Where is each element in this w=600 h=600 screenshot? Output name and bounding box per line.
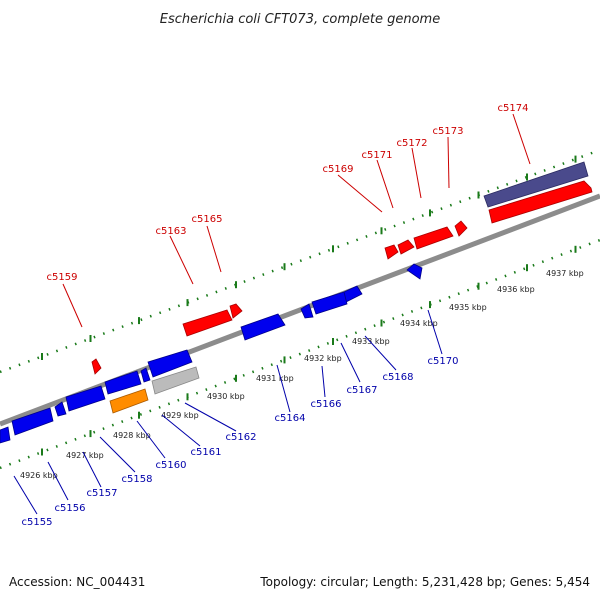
gene-c5166[interactable]	[300, 303, 314, 319]
leader-c5158	[99, 436, 136, 473]
topology-text: Topology: circular; Length: 5,231,428 bp…	[259, 575, 590, 589]
reverse-tick-track	[0, 238, 600, 470]
gene-c5173[interactable]	[454, 220, 468, 237]
label-c5162: c5162	[226, 432, 257, 443]
leader-c5156	[47, 461, 69, 501]
leader-c5165	[206, 225, 222, 273]
feature-c5174-region[interactable]	[483, 161, 589, 208]
gene-c5164[interactable]	[240, 313, 286, 341]
label-c5155: c5155	[22, 517, 53, 528]
label-c5157: c5157	[87, 488, 118, 499]
gene-c5161[interactable]	[151, 366, 200, 395]
scale-label: 4932 kbp	[304, 354, 342, 363]
gene-c5167[interactable]	[311, 291, 348, 315]
label-c5168: c5168	[383, 372, 414, 383]
scale-label: 4930 kbp	[207, 392, 245, 401]
label-c5156: c5156	[55, 503, 86, 514]
scale-labels: 4926 kbp 4927 kbp 4928 kbp 4929 kbp 4930…	[20, 269, 584, 480]
leader-c5157	[82, 451, 102, 488]
label-c5165: c5165	[192, 214, 223, 225]
label-c5171: c5171	[362, 150, 393, 161]
forward-label-text: c5159 c5163 c5165 c5169 c5171 c5172 c517…	[47, 103, 529, 283]
gene-c5165[interactable]	[229, 303, 243, 319]
scale-label: 4934 kbp	[400, 319, 438, 328]
leader-c5169	[337, 174, 383, 213]
scale-label: 4937 kbp	[546, 269, 584, 278]
gene-c5174[interactable]	[488, 180, 593, 224]
gene-c5160[interactable]	[147, 349, 193, 378]
major-ticks	[41, 155, 577, 456]
leader-c5155	[13, 475, 38, 515]
label-c5163: c5163	[156, 226, 187, 237]
gene-c5170[interactable]	[406, 263, 423, 280]
gene-c5172[interactable]	[413, 226, 454, 250]
scale-label: 4931 kbp	[256, 374, 294, 383]
label-c5159: c5159	[47, 272, 78, 283]
gene-c5154[interactable]	[11, 407, 54, 436]
label-c5174: c5174	[498, 103, 529, 114]
leader-c5168	[364, 335, 397, 371]
forward-gene-labels	[62, 113, 531, 328]
reverse-label-text: c5155 c5156 c5157 c5158 c5160 c5161 c516…	[22, 356, 459, 528]
label-c5160: c5160	[156, 460, 187, 471]
label-c5164: c5164	[275, 413, 306, 424]
gene-c5156-orange[interactable]	[109, 388, 149, 414]
leader-c5173	[447, 136, 450, 189]
leader-c5160	[136, 420, 166, 459]
scale-label: 4936 kbp	[497, 285, 535, 294]
scale-label: 4926 kbp	[20, 471, 58, 480]
label-c5158: c5158	[122, 474, 153, 485]
leader-c5166	[321, 365, 326, 398]
map-title: Escherichia coli CFT073, complete genome	[160, 12, 440, 27]
leader-c5167	[340, 342, 361, 383]
label-c5172: c5172	[397, 138, 428, 149]
gene-c5159[interactable]	[91, 358, 102, 375]
gene-c5163[interactable]	[182, 309, 233, 337]
label-c5166: c5166	[311, 399, 342, 410]
leader-c5163	[169, 235, 194, 285]
leader-c5172	[411, 147, 422, 199]
leader-c5171	[376, 159, 394, 209]
scale-label: 4928 kbp	[113, 431, 151, 440]
label-c5169: c5169	[323, 164, 354, 175]
gene-c5169[interactable]	[384, 244, 399, 260]
gene-c5158[interactable]	[140, 367, 151, 383]
gene-features	[0, 161, 593, 444]
leader-c5174	[512, 113, 531, 165]
gene-c5155[interactable]	[54, 401, 67, 417]
leader-c5170	[427, 309, 443, 355]
scale-label: 4935 kbp	[449, 303, 487, 312]
gene-c5156[interactable]	[65, 385, 106, 412]
label-c5173: c5173	[433, 126, 464, 137]
scale-label: 4933 kbp	[352, 337, 390, 346]
leader-c5162	[184, 402, 237, 432]
label-c5161: c5161	[191, 447, 222, 458]
reverse-gene-leaders	[13, 309, 443, 515]
gene-c5153[interactable]	[0, 426, 11, 444]
leader-c5161	[161, 414, 201, 447]
label-c5170: c5170	[428, 356, 459, 367]
leader-c5164	[276, 364, 291, 413]
label-c5167: c5167	[347, 385, 378, 396]
scale-label: 4929 kbp	[161, 411, 199, 420]
gene-c5157[interactable]	[104, 370, 142, 395]
accession-text: Accession: NC_004431	[9, 575, 145, 589]
leader-c5159	[62, 283, 83, 328]
gene-c5171[interactable]	[397, 239, 415, 255]
